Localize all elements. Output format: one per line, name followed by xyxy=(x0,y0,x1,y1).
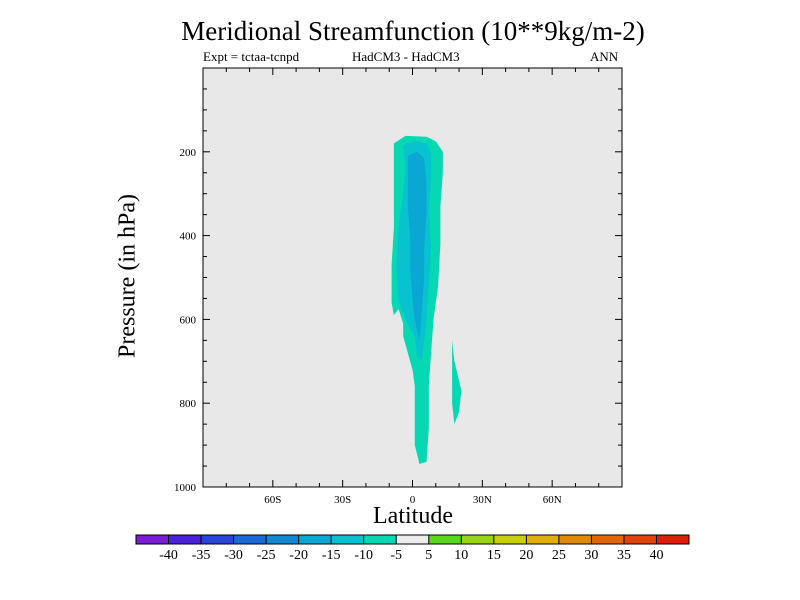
colorbar-label: -5 xyxy=(390,548,402,563)
colorbar-swatch xyxy=(266,535,299,544)
axis-ticks: 60S 30S 0 30N 60N 200 400 600 800 1000 xyxy=(174,68,622,506)
season-label: ANN xyxy=(590,49,619,64)
colorbar-swatch xyxy=(656,535,690,544)
colorbar-swatch xyxy=(363,535,397,544)
contour-region-2 xyxy=(407,151,427,341)
colorbar-label: -40 xyxy=(159,548,178,563)
colorbar-label: -15 xyxy=(322,548,341,563)
colorbar-swatch xyxy=(396,535,430,544)
colorbar-label: -35 xyxy=(192,548,211,563)
colorbar-swatch xyxy=(201,535,234,544)
colorbar-frame xyxy=(135,534,690,545)
y-tick-label: 400 xyxy=(180,231,197,243)
colorbar-label: -10 xyxy=(354,548,373,563)
colorbar-label: 30 xyxy=(584,548,598,563)
colorbar-label: 15 xyxy=(487,548,501,563)
x-tick-label: 0 xyxy=(410,494,416,506)
colorbar-swatch xyxy=(558,535,592,544)
y-tick-label: 800 xyxy=(180,398,197,410)
colorbar-label: 10 xyxy=(454,548,468,563)
colorbar-label: -30 xyxy=(224,548,243,563)
colorbar-swatch xyxy=(591,535,625,544)
colorbar-label: -20 xyxy=(289,548,308,563)
colorbar-label: 40 xyxy=(649,548,663,563)
x-tick-label: 60N xyxy=(543,494,562,506)
y-tick-label: 600 xyxy=(180,314,197,326)
chart-title: Meridional Streamfunction (10**9kg/m-2) xyxy=(181,16,645,46)
colorbar-swatch xyxy=(623,535,657,544)
colorbar-swatch xyxy=(233,535,267,544)
colorbar-swatch xyxy=(428,535,462,544)
x-axis-label: Latitude xyxy=(373,503,453,529)
colorbar-label: 25 xyxy=(552,548,566,563)
x-tick-label: 30N xyxy=(473,494,492,506)
colorbar: -40 -35 -30 -25 -20 -15 -10 -5 5 10 15 20 25 30 35 40 xyxy=(135,534,690,563)
x-tick-label: 60S xyxy=(264,494,281,506)
colorbar-swatch xyxy=(168,535,202,544)
colorbar-label: -25 xyxy=(257,548,276,563)
experiment-label: Expt = tctaa-tcnpd xyxy=(203,49,300,64)
colorbar-swatch xyxy=(526,535,560,544)
colorbar-swatch xyxy=(298,535,332,544)
colorbar-label: 5 xyxy=(425,548,432,563)
y-tick-label: 1000 xyxy=(174,482,197,494)
colorbar-label: 20 xyxy=(519,548,533,563)
y-tick-label: 200 xyxy=(180,147,197,159)
colorbar-swatch xyxy=(493,535,527,544)
model-label: HadCM3 - HadCM3 xyxy=(352,49,460,64)
colorbar-label: 35 xyxy=(617,548,631,563)
contour-region-3 xyxy=(452,340,462,425)
colorbar-swatch xyxy=(461,535,495,544)
colorbar-swatch xyxy=(331,535,365,544)
colorbar-swatch xyxy=(136,535,169,544)
x-tick-label: 30S xyxy=(334,494,351,506)
contour-regions xyxy=(391,135,462,464)
